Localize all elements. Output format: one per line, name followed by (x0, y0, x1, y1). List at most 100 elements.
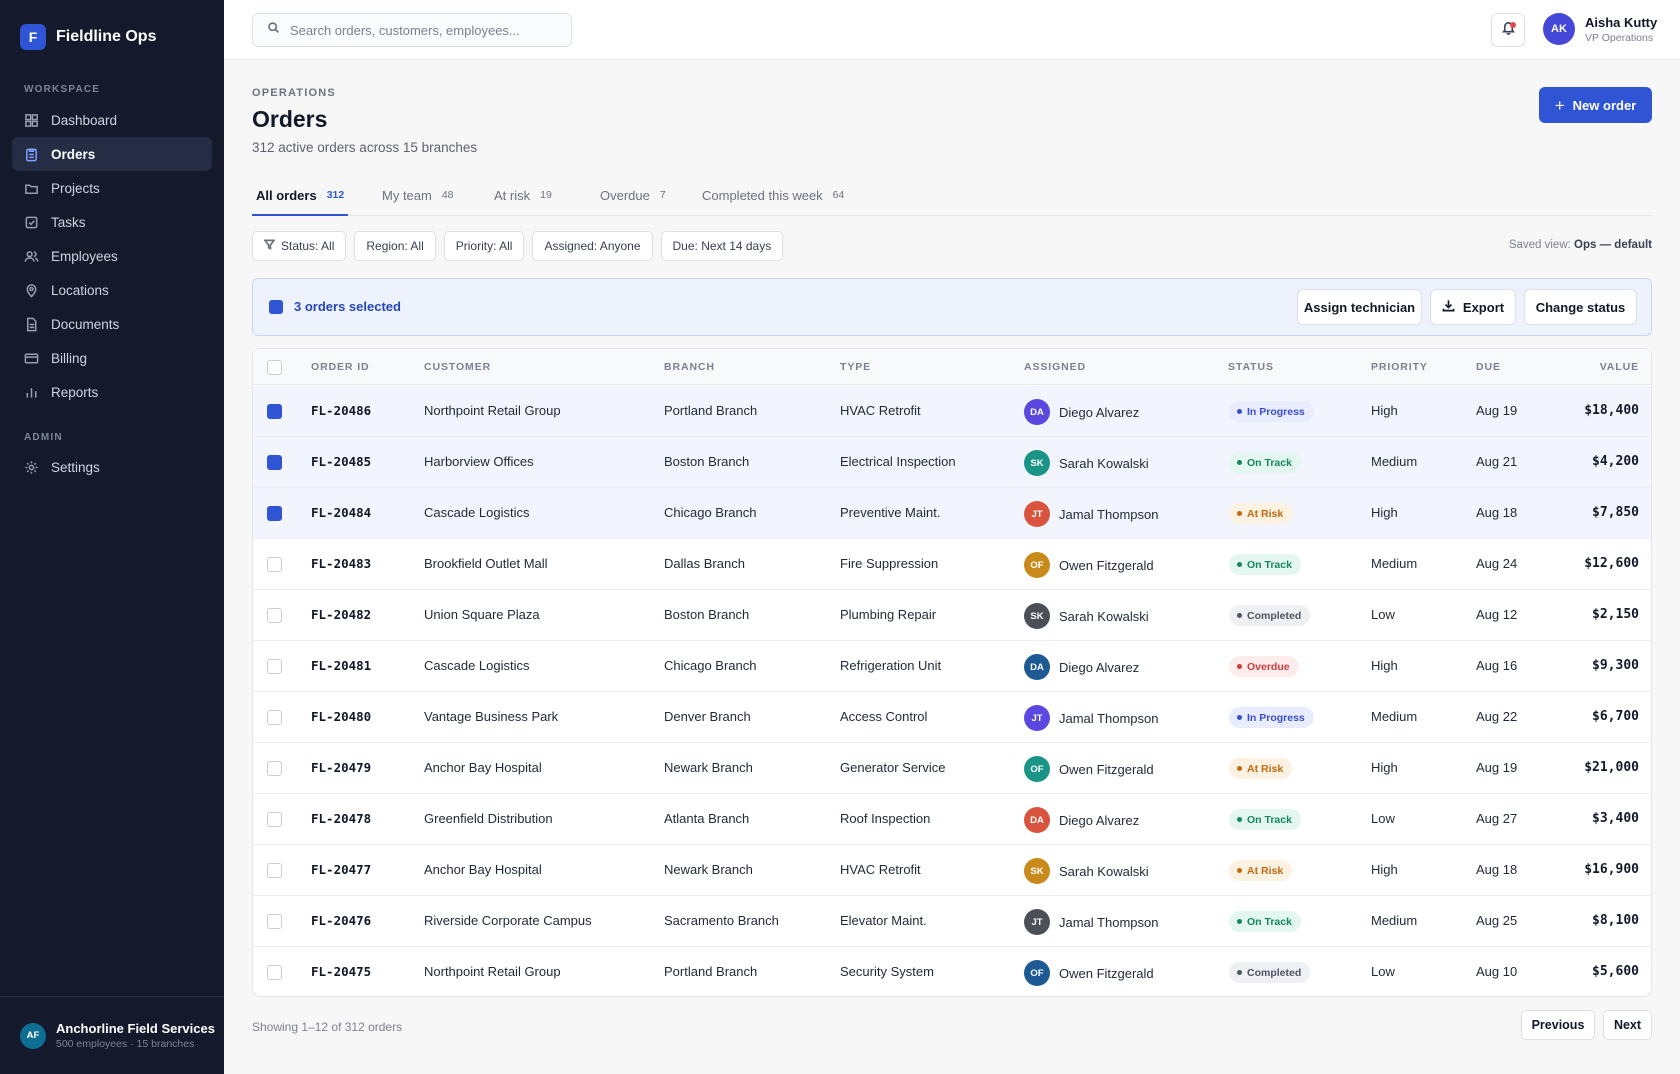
branch-name: Boston Branch (664, 454, 750, 469)
table-row[interactable]: FL-20480 Vantage Business Park Denver Bran… (253, 692, 1651, 743)
assignee[interactable]: JT Jamal Thompson (1024, 705, 1158, 731)
select-all-checkbox[interactable] (267, 360, 282, 375)
branch-name: Sacramento Branch (664, 913, 779, 928)
column-header-type[interactable]: TYPE (840, 361, 872, 373)
order-id[interactable]: FL-20479 (311, 760, 372, 775)
column-header-due[interactable]: DUE (1476, 361, 1501, 373)
assign-technician-button[interactable]: Assign technician (1297, 289, 1422, 325)
row-checkbox[interactable] (267, 965, 282, 980)
table-row[interactable]: FL-20477 Anchor Bay Hospital Newark Branch… (253, 845, 1651, 896)
previous-page-button[interactable]: Previous (1521, 1010, 1595, 1040)
brand[interactable]: F Fieldline Ops (20, 24, 156, 50)
sidebar-item-label: Dashboard (51, 112, 118, 128)
sidebar-item-orders[interactable]: Orders (12, 137, 212, 171)
row-checkbox[interactable] (267, 761, 282, 776)
row-checkbox[interactable] (267, 812, 282, 827)
order-id[interactable]: FL-20478 (311, 811, 372, 826)
change-status-button[interactable]: Change status (1524, 289, 1637, 325)
row-checkbox[interactable] (267, 863, 282, 878)
assignee[interactable]: SK Sarah Kowalski (1024, 858, 1149, 884)
assignee[interactable]: DA Diego Alvarez (1024, 399, 1139, 425)
row-checkbox[interactable] (267, 506, 282, 521)
region-filter[interactable]: Region: All (354, 231, 436, 261)
sidebar-item-reports[interactable]: Reports (12, 375, 212, 409)
table-row[interactable]: FL-20484 Cascade Logistics Chicago Branch P… (253, 488, 1651, 539)
column-header-status[interactable]: STATUS (1228, 361, 1274, 373)
order-id[interactable]: FL-20482 (311, 607, 372, 622)
column-header-customer[interactable]: CUSTOMER (424, 361, 492, 373)
row-checkbox[interactable] (267, 659, 282, 674)
assignee[interactable]: SK Sarah Kowalski (1024, 450, 1149, 476)
order-id[interactable]: FL-20476 (311, 913, 372, 928)
row-checkbox[interactable] (267, 404, 282, 419)
sidebar-item-projects[interactable]: Projects (12, 171, 212, 205)
column-header-order-id[interactable]: ORDER ID (311, 361, 370, 373)
order-id[interactable]: FL-20484 (311, 505, 372, 520)
table-row[interactable]: FL-20486 Northpoint Retail Group Portland … (253, 386, 1651, 437)
tab-completed-this-week[interactable]: Completed this week 64 (698, 180, 848, 216)
order-id[interactable]: FL-20483 (311, 556, 372, 571)
sidebar-item-locations[interactable]: Locations (12, 273, 212, 307)
row-checkbox[interactable] (267, 914, 282, 929)
due-date: Aug 10 (1476, 964, 1518, 979)
assignee[interactable]: SK Sarah Kowalski (1024, 603, 1149, 629)
saved-view[interactable]: Saved view: Ops — default (1509, 239, 1652, 251)
sidebar-item-employees[interactable]: Employees (12, 239, 212, 273)
user-menu[interactable]: AK Aisha Kutty VP Operations (1543, 13, 1657, 45)
table-row[interactable]: FL-20485 Harborview Offices Boston Branch E… (253, 437, 1651, 488)
selection-checkbox[interactable] (269, 300, 283, 314)
table-row[interactable]: FL-20475 Northpoint Retail Group Portland … (253, 947, 1651, 996)
priority-filter[interactable]: Priority: All (443, 231, 525, 261)
tab-all-orders[interactable]: All orders 312 (252, 180, 349, 216)
column-header-assigned[interactable]: ASSIGNED (1024, 361, 1087, 373)
tab-my-team[interactable]: My team 48 (378, 180, 458, 216)
organization-switcher[interactable]: AF Anchorline Field Services 500 employe… (0, 996, 224, 1074)
order-id[interactable]: FL-20485 (311, 454, 372, 469)
row-checkbox[interactable] (267, 557, 282, 572)
status-filter[interactable]: Status: All (252, 231, 347, 261)
column-header-priority[interactable]: PRIORITY (1371, 361, 1428, 373)
avatar: OF (1024, 960, 1050, 986)
notifications-button[interactable] (1491, 13, 1525, 47)
table-row[interactable]: FL-20481 Cascade Logistics Chicago Branch R… (253, 641, 1651, 692)
sidebar-item-dashboard[interactable]: Dashboard (12, 103, 212, 137)
status-badge: On Track (1229, 911, 1301, 932)
assigned-filter[interactable]: Assigned: Anyone (532, 231, 653, 261)
new-order-button[interactable]: + New order (1539, 87, 1652, 123)
search-input[interactable] (290, 22, 560, 38)
tab-overdue[interactable]: Overdue 7 (596, 180, 670, 216)
sidebar-item-settings[interactable]: Settings (12, 450, 212, 484)
assignee[interactable]: JT Jamal Thompson (1024, 501, 1158, 527)
assignee[interactable]: OF Owen Fitzgerald (1024, 756, 1154, 782)
row-checkbox[interactable] (267, 710, 282, 725)
assignee[interactable]: OF Owen Fitzgerald (1024, 960, 1154, 986)
row-checkbox[interactable] (267, 455, 282, 470)
table-row[interactable]: FL-20483 Brookfield Outlet Mall Dallas Bra… (253, 539, 1651, 590)
tab-at-risk[interactable]: At risk 19 (490, 180, 556, 216)
customer-name: Riverside Corporate Campus (424, 913, 592, 928)
order-id[interactable]: FL-20480 (311, 709, 372, 724)
order-id[interactable]: FL-20486 (311, 403, 372, 418)
order-id[interactable]: FL-20481 (311, 658, 372, 673)
table-row[interactable]: FL-20482 Union Square Plaza Boston Branch P… (253, 590, 1651, 641)
column-header-value[interactable]: VALUE (1599, 361, 1639, 373)
search-box[interactable] (252, 13, 572, 47)
table-row[interactable]: FL-20479 Anchor Bay Hospital Newark Branch… (253, 743, 1651, 794)
order-id[interactable]: FL-20477 (311, 862, 372, 877)
table-row[interactable]: FL-20478 Greenfield Distribution Atlanta B… (253, 794, 1651, 845)
table-row[interactable]: FL-20476 Riverside Corporate Campus Sacram… (253, 896, 1651, 947)
assignee[interactable]: DA Diego Alvarez (1024, 654, 1139, 680)
export-button[interactable]: Export (1430, 289, 1516, 325)
row-checkbox[interactable] (267, 608, 282, 623)
sidebar-item-documents[interactable]: Documents (12, 307, 212, 341)
assignee[interactable]: JT Jamal Thompson (1024, 909, 1158, 935)
assignee[interactable]: DA Diego Alvarez (1024, 807, 1139, 833)
due-date: Aug 18 (1476, 505, 1518, 520)
order-id[interactable]: FL-20475 (311, 964, 372, 979)
due-filter[interactable]: Due: Next 14 days (660, 231, 784, 261)
column-header-branch[interactable]: BRANCH (664, 361, 715, 373)
next-page-button[interactable]: Next (1603, 1010, 1652, 1040)
sidebar-item-tasks[interactable]: Tasks (12, 205, 212, 239)
sidebar-item-billing[interactable]: Billing (12, 341, 212, 375)
assignee[interactable]: OF Owen Fitzgerald (1024, 552, 1154, 578)
